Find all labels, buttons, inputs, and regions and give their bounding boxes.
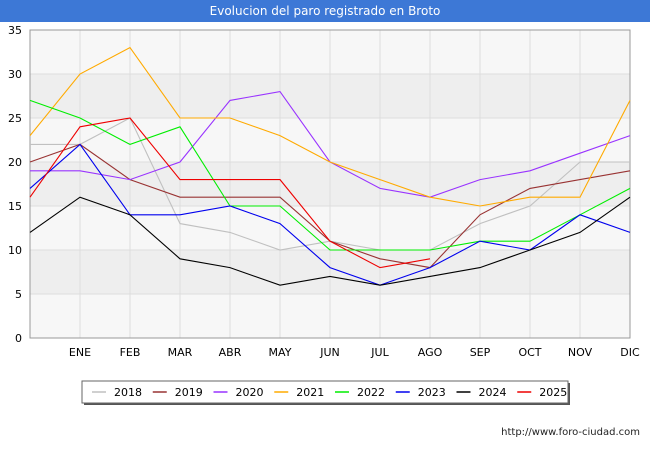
legend-label-2025: 2025 bbox=[539, 386, 567, 399]
legend-label-2019: 2019 bbox=[175, 386, 203, 399]
x-tick-label: ENE bbox=[69, 346, 91, 359]
legend-label-2024: 2024 bbox=[479, 386, 507, 399]
source-url: http://www.foro-ciudad.com bbox=[501, 427, 640, 438]
y-tick-label: 5 bbox=[15, 288, 22, 301]
x-tick-label: OCT bbox=[518, 346, 541, 359]
legend-label-2022: 2022 bbox=[357, 386, 385, 399]
x-tick-label: ABR bbox=[219, 346, 242, 359]
legend-label-2021: 2021 bbox=[296, 386, 324, 399]
x-tick-label: NOV bbox=[568, 346, 593, 359]
series-line-2021 bbox=[29, 46, 631, 207]
y-tick-label: 15 bbox=[8, 200, 22, 213]
y-tick-label: 30 bbox=[8, 68, 22, 81]
legend-label-2023: 2023 bbox=[418, 386, 446, 399]
x-tick-label: SEP bbox=[470, 346, 491, 359]
chart-title: Evolucion del paro registrado en Broto bbox=[0, 0, 650, 22]
series-line-2024 bbox=[29, 196, 631, 286]
y-tick-label: 25 bbox=[8, 112, 22, 125]
legend-label-2018: 2018 bbox=[114, 386, 142, 399]
series-line-2022 bbox=[29, 99, 631, 251]
y-tick-label: 0 bbox=[15, 332, 22, 345]
x-tick-label: MAR bbox=[168, 346, 193, 359]
x-tick-label: AGO bbox=[418, 346, 443, 359]
plot-border bbox=[29, 29, 631, 339]
y-tick-label: 10 bbox=[8, 244, 22, 257]
x-tick-label: FEB bbox=[120, 346, 141, 359]
y-tick-label: 20 bbox=[8, 156, 22, 169]
x-tick-label: DIC bbox=[620, 346, 640, 359]
y-tick-label: 35 bbox=[8, 24, 22, 37]
x-tick-label: JUN bbox=[319, 346, 340, 359]
series-line-2025 bbox=[29, 117, 431, 269]
legend-box bbox=[81, 380, 569, 404]
x-tick-label: JUL bbox=[370, 346, 389, 359]
x-tick-label: MAY bbox=[269, 346, 292, 359]
legend-label-2020: 2020 bbox=[236, 386, 264, 399]
